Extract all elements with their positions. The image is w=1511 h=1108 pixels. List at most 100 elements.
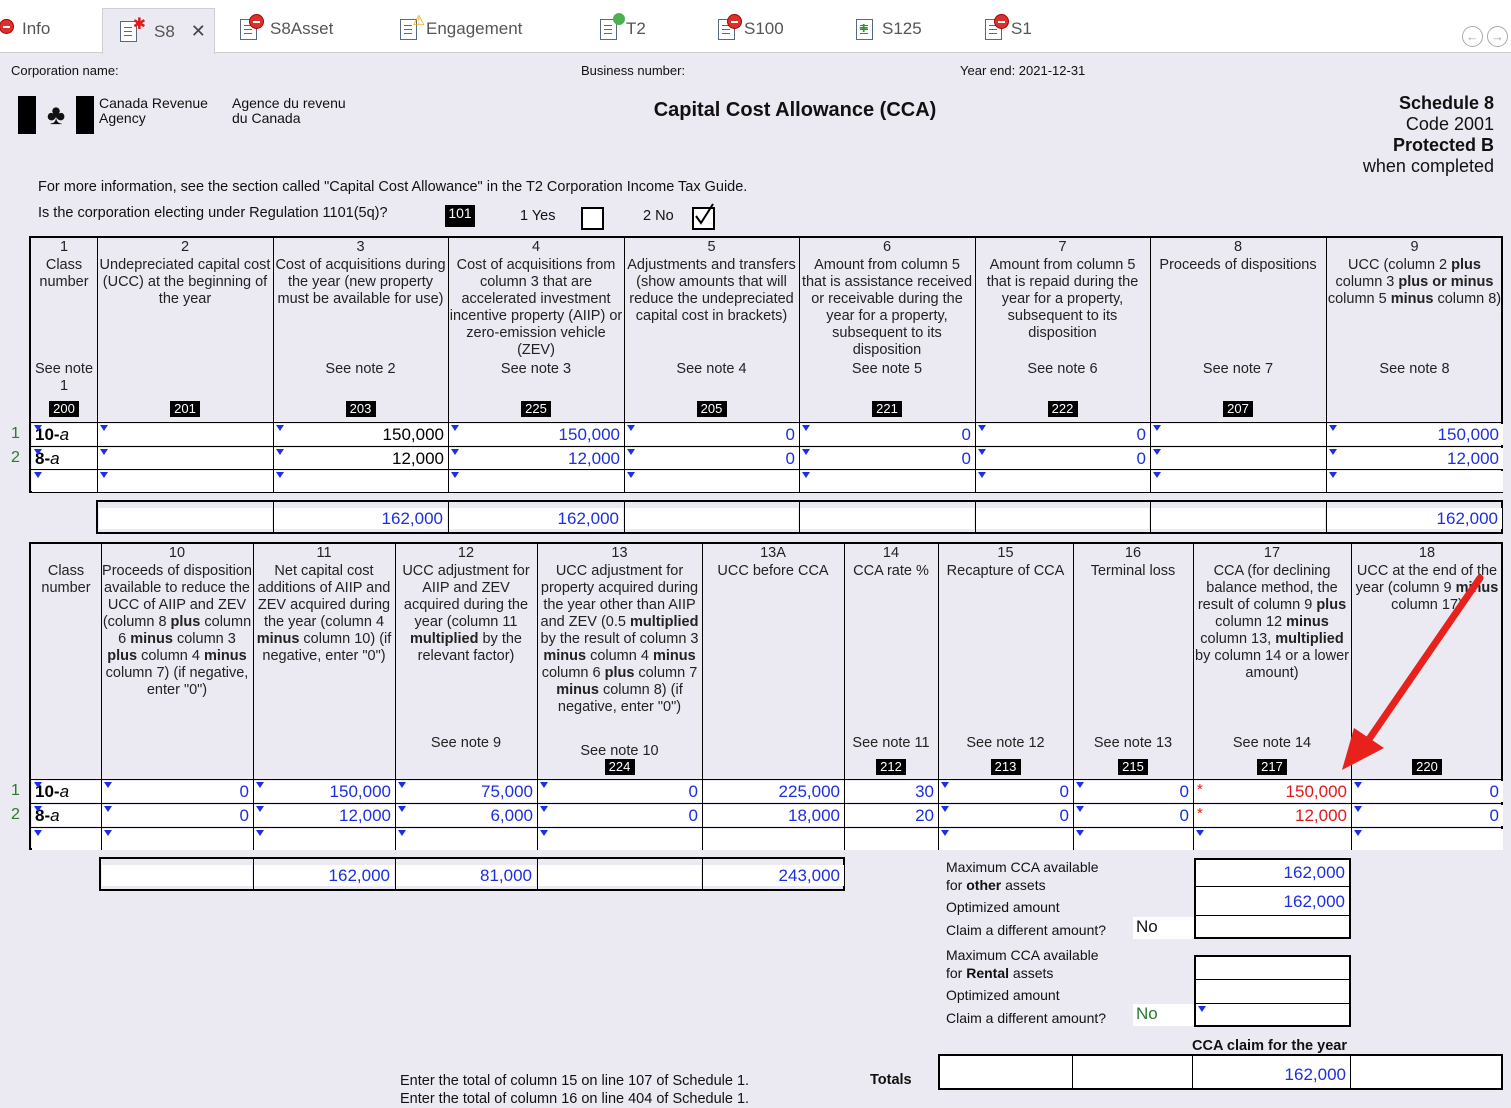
t2-cell-r1-c8[interactable]: 0 [939,781,1073,802]
tab-s100[interactable]: S100 [718,6,784,52]
tab-s125[interactable]: + S125 [856,6,922,52]
t1-cell-r2-c6[interactable]: 0 [800,448,975,469]
t2-cell-r3-c11[interactable] [1352,829,1503,850]
tab-s1[interactable]: S1 [985,6,1032,52]
optimized-amount-value[interactable]: 162,000 [1196,891,1349,912]
t1-cell-r2-c8[interactable] [1151,448,1326,469]
t2-total-c11[interactable]: 162,000 [254,865,394,886]
t1-cell-r1-c6[interactable]: 0 [800,424,975,445]
t2-cell-r1-c1[interactable]: 10-a [32,781,101,802]
t2-cell-r2-c8[interactable]: 0 [939,805,1073,826]
t1-cell-r3-c5[interactable] [625,471,799,492]
dropdown-marker-icon [1076,830,1084,836]
tab-s8asset[interactable]: S8Asset [240,6,333,52]
t1-cell-r3-c7[interactable] [976,471,1150,492]
t2-cell-r3-c6[interactable] [703,829,844,850]
t1-cell-r3-c8[interactable] [1151,471,1326,492]
t1-cell-r2-c2[interactable] [98,448,273,469]
t2-cell-r2-c4[interactable]: 6,000 [396,805,537,826]
t2-total-c12[interactable]: 81,000 [396,865,536,886]
tab-s8[interactable]: ✱ S8 ✕ [102,8,215,54]
rental-claim-value[interactable] [1196,1005,1349,1025]
t1-cell-r2-c9[interactable]: 12,000 [1327,448,1503,469]
t2-cell-r1-c4[interactable]: 75,000 [396,781,537,802]
t2-cell-r2-c1[interactable]: 8-a [32,805,101,826]
t1-total-c2[interactable] [99,508,272,529]
max-cca-rental-value[interactable] [1196,958,1349,978]
claim-different-select[interactable]: No [1133,917,1194,939]
cca-claim-label: CCA claim for the year [1192,1038,1347,1054]
t2-cell-r2-c6[interactable]: 18,000 [703,805,844,826]
t1-total-c8[interactable] [1151,508,1325,529]
t2-cell-r1-c3[interactable]: 150,000 [254,781,395,802]
back-arrow-icon[interactable]: ← [1462,26,1483,47]
t2-cell-r2-c9[interactable]: 0 [1074,805,1193,826]
t1-total-c4[interactable]: 162,000 [449,508,623,529]
yes-checkbox[interactable] [581,207,604,230]
col5-number: 5 [707,239,716,255]
t2-cell-r1-c10[interactable]: * 150,000 [1194,781,1351,802]
t2-cell-r3-c7[interactable] [845,829,938,850]
t1-cell-r1-c3[interactable]: 150,000 [274,424,448,445]
t1-cell-r3-c9[interactable] [1327,471,1503,492]
tab-info[interactable]: Info [0,6,50,52]
t2-cell-r3-c3[interactable] [254,829,395,850]
t1-cell-r3-c6[interactable] [800,471,975,492]
t1-cell-r2-c7[interactable]: 0 [976,448,1150,469]
t2-cell-r2-c2[interactable]: 0 [102,805,253,826]
t1-cell-r1-c5[interactable]: 0 [625,424,799,445]
t1-cell-r2-c3[interactable]: 12,000 [274,448,448,469]
t2-cell-r3-c1[interactable] [32,829,101,850]
t1-cell-r3-c3[interactable] [274,471,448,492]
t1-cell-r1-c9[interactable]: 150,000 [1327,424,1503,445]
t2-cell-r1-c2[interactable]: 0 [102,781,253,802]
t1-cell-r2-c5[interactable]: 0 [625,448,799,469]
t1-cell-r1-c8[interactable] [1151,424,1326,445]
t2-total-c13[interactable] [538,865,701,886]
t1-total-c9[interactable]: 162,000 [1327,508,1502,529]
t1-cell-r1-c2[interactable] [98,424,273,445]
t2-cell-r1-c7[interactable]: 30 [845,781,938,802]
claim-different2-select[interactable]: No [1133,1004,1194,1026]
t1-cell-r2-c1[interactable]: 8-a [32,448,97,469]
t1-cell-r1-c7[interactable]: 0 [976,424,1150,445]
t2-cell-r1-c11[interactable]: 0 [1352,781,1503,802]
t1-cell-r2-c4[interactable]: 12,000 [449,448,624,469]
tab-t2[interactable]: T2 [600,6,646,52]
col4-note: See note 3 [500,361,572,377]
tab-engagement[interactable]: ⚠ Engagement [400,6,522,52]
forward-arrow-icon[interactable]: → [1487,26,1508,47]
t2-cell-r3-c8[interactable] [939,829,1073,850]
no-checkbox[interactable] [692,203,715,230]
t1-total-c3[interactable]: 162,000 [274,508,447,529]
t2-cell-r3-c10[interactable] [1194,829,1351,850]
t2-cell-r3-c4[interactable] [396,829,537,850]
t1-total-c6[interactable] [800,508,974,529]
t2-cell-r2-c11[interactable]: 0 [1352,805,1503,826]
max-cca-other-value[interactable]: 162,000 [1196,862,1349,883]
t1-cell-r1-c4[interactable]: 150,000 [449,424,624,445]
t2-cell-r1-c6[interactable]: 225,000 [703,781,844,802]
t1-total-c7[interactable] [976,508,1149,529]
t2-cell-r3-c9[interactable] [1074,829,1193,850]
t1-cell-r3-c2[interactable] [98,471,273,492]
dropdown-marker-icon [540,806,548,812]
t1-cell-r3-c1[interactable] [32,471,97,492]
totals-cca-value[interactable]: 162,000 [1194,1064,1350,1085]
t2-cell-r2-c10[interactable]: * 12,000 [1194,805,1351,826]
t1-cell-r1-c1[interactable]: 10-a [32,424,97,445]
t2-cell-r1-c9[interactable]: 0 [1074,781,1193,802]
t2-cell-r3-c2[interactable] [102,829,253,850]
t2-cell-r2-c7[interactable]: 20 [845,805,938,826]
t2-total-c10[interactable] [102,865,252,886]
optimized2-amount-value[interactable] [1196,981,1349,1001]
t2-cell-r2-c3[interactable]: 12,000 [254,805,395,826]
t2-cell-r2-c5[interactable]: 0 [538,805,702,826]
t2-total-c14[interactable]: 243,000 [703,865,844,886]
t1-cell-r3-c4[interactable] [449,471,624,492]
t2-cell-r1-c5[interactable]: 0 [538,781,702,802]
t2-cell-r3-c5[interactable] [538,829,702,850]
close-tab-icon[interactable]: ✕ [190,21,206,41]
dropdown-marker-icon [256,782,264,788]
t1-total-c5[interactable] [625,508,798,529]
